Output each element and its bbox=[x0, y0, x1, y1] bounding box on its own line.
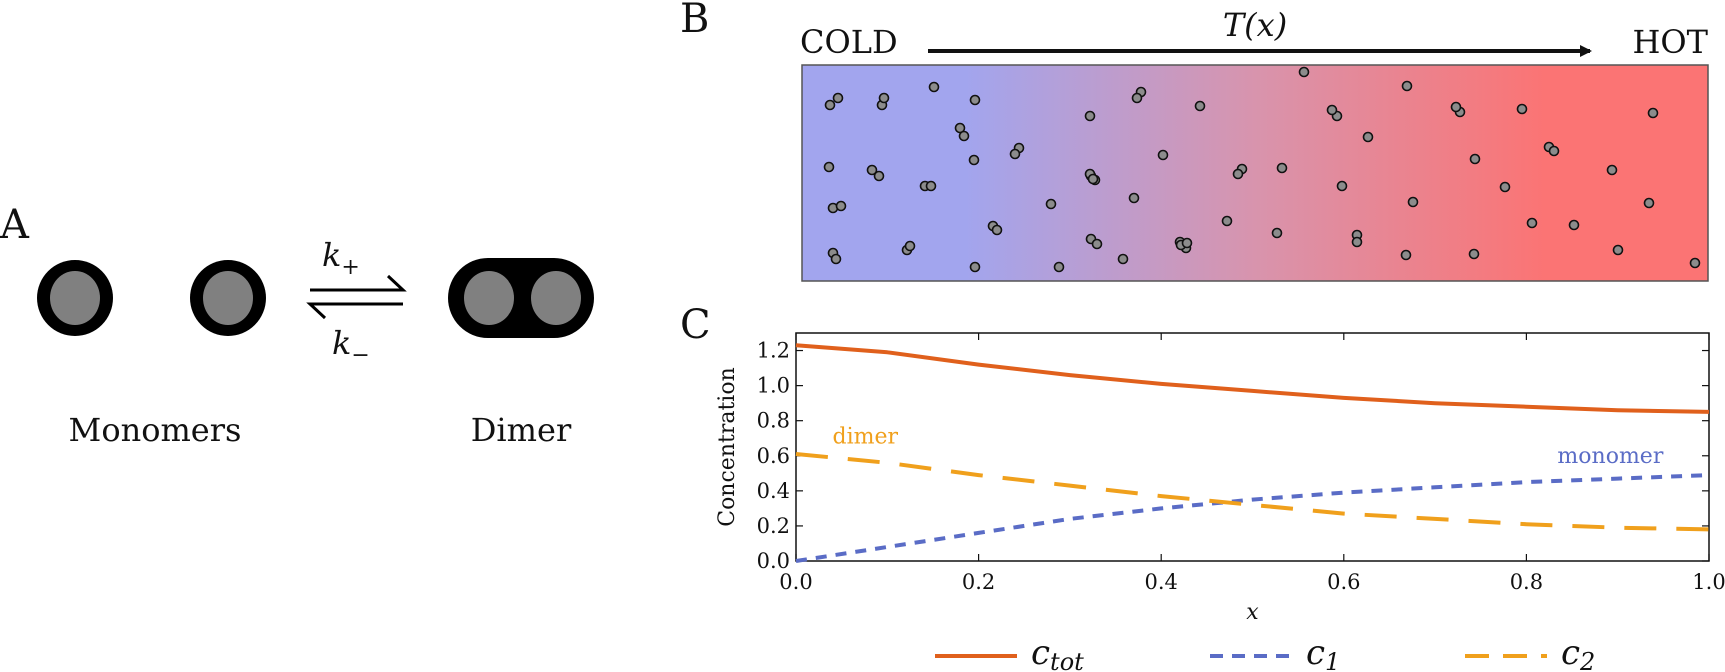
dimer-particle bbox=[919, 180, 937, 192]
k-plus-label: k+ bbox=[322, 236, 360, 280]
dimer-particle bbox=[954, 122, 970, 142]
x-tick-label: 0.8 bbox=[1510, 570, 1543, 594]
panel-c-label: C bbox=[680, 302, 711, 348]
x-tick-label: 0.4 bbox=[1144, 570, 1177, 594]
y-tick-label: 0.8 bbox=[757, 409, 790, 433]
legend-label: ctot bbox=[1031, 633, 1084, 672]
legend-label: c2 bbox=[1561, 633, 1595, 672]
monomer-particle bbox=[1647, 107, 1659, 119]
monomer-1-icon bbox=[37, 260, 113, 336]
dimer-particle bbox=[1450, 101, 1466, 118]
monomer-particle bbox=[1407, 196, 1419, 208]
monomer-particle bbox=[1612, 244, 1624, 256]
x-tick-label: 0.6 bbox=[1327, 570, 1360, 594]
monomer-particle bbox=[823, 161, 835, 173]
monomer-particle bbox=[1298, 66, 1310, 78]
dimer-particle bbox=[1084, 168, 1099, 185]
k-minus-label: k− bbox=[332, 324, 370, 368]
monomer-particle bbox=[1194, 100, 1206, 112]
monomer-particle bbox=[1053, 261, 1065, 273]
legend-item-c-2: c2 bbox=[1465, 633, 1595, 672]
x-tick-label: 0.2 bbox=[962, 570, 995, 594]
y-tick-label: 1.2 bbox=[757, 339, 790, 363]
monomer-particle bbox=[1271, 227, 1283, 239]
annotation-dimer: dimer bbox=[833, 424, 899, 449]
monomer-particle bbox=[1516, 103, 1528, 115]
monomer-particle bbox=[1606, 164, 1618, 176]
monomer-particle bbox=[1128, 192, 1140, 204]
series-line-c-tot bbox=[795, 343, 1710, 414]
dimer-particle bbox=[1543, 141, 1560, 157]
panel-c: C 0.0 0.2 0.4 0.6 0.8 1.0 0.0 0.2 0.4 0.6 0.8 1.0 1.… bbox=[680, 302, 1725, 672]
monomer-particle bbox=[1568, 219, 1580, 231]
dimer-particle bbox=[901, 240, 916, 256]
monomer-particle bbox=[1362, 131, 1374, 143]
monomer-particle bbox=[1401, 80, 1413, 92]
dimer-particle bbox=[824, 92, 844, 111]
dimer-particle bbox=[1175, 237, 1193, 251]
legend-item-c-1: c1 bbox=[1210, 633, 1340, 672]
dimer-icon bbox=[448, 258, 594, 338]
y-tick-label: 0.6 bbox=[757, 444, 790, 468]
particles bbox=[823, 66, 1701, 273]
x-tick-label: 1.0 bbox=[1692, 570, 1725, 594]
monomer-particle bbox=[1045, 198, 1057, 210]
monomer-particle bbox=[1468, 248, 1480, 260]
temperature-label: T(x) bbox=[1223, 6, 1287, 44]
x-tick-label: 0.0 bbox=[779, 570, 812, 594]
monomer-particle bbox=[969, 94, 981, 106]
y-tick-label: 0.0 bbox=[757, 549, 790, 573]
dimer-particle bbox=[876, 92, 890, 111]
monomer-particle bbox=[1336, 180, 1348, 192]
monomer-particle bbox=[1400, 249, 1412, 261]
concentration-chart: 0.0 0.2 0.4 0.6 0.8 1.0 0.0 0.2 0.4 0.6 0.8 1.0 1.2 x… bbox=[715, 332, 1725, 625]
monomer-particle bbox=[1469, 153, 1481, 165]
dimer-particle bbox=[827, 247, 842, 265]
hot-label: HOT bbox=[1633, 23, 1709, 61]
y-tick-label: 1.0 bbox=[757, 374, 790, 398]
plot-frame bbox=[795, 332, 1710, 562]
dimer-particle bbox=[1326, 104, 1343, 122]
monomer-particle bbox=[1117, 253, 1129, 265]
monomer-2-icon bbox=[190, 260, 266, 336]
dimer-label: Dimer bbox=[471, 411, 572, 449]
dimer-particle bbox=[1085, 233, 1103, 250]
y-axis-label: Concentration bbox=[715, 367, 740, 527]
dimer-particle bbox=[1009, 142, 1025, 160]
legend-label: c1 bbox=[1306, 633, 1340, 672]
panel-a: A k+ k− Monomers Dimer bbox=[0, 202, 594, 449]
dimer-particle bbox=[827, 200, 847, 214]
dimer-particle bbox=[866, 164, 885, 182]
monomer-particle bbox=[1643, 197, 1655, 209]
monomer-particle bbox=[969, 261, 981, 273]
series-line-c-1 bbox=[795, 473, 1710, 563]
dimer-particle bbox=[987, 220, 1003, 236]
x-axis-label: x bbox=[1246, 600, 1259, 625]
legend-item-c-tot: ctot bbox=[935, 633, 1084, 672]
dimer-particle bbox=[1131, 86, 1147, 104]
y-tick-label: 0.2 bbox=[757, 514, 790, 538]
chart-legend: ctot c1 c2 bbox=[935, 633, 1595, 672]
monomer-particle bbox=[968, 154, 980, 166]
monomer-particle bbox=[1689, 257, 1701, 269]
monomer-particle bbox=[1499, 181, 1511, 193]
monomer-particle bbox=[1221, 215, 1233, 227]
monomer-particle bbox=[1526, 217, 1538, 229]
dimer-particle bbox=[1232, 163, 1248, 180]
temperature-gradient-box bbox=[801, 64, 1709, 282]
monomers-label: Monomers bbox=[69, 411, 242, 449]
y-tick-label: 0.4 bbox=[757, 479, 790, 503]
panel-b: B COLD HOT T(x) bbox=[680, 0, 1709, 282]
monomer-particle bbox=[1276, 162, 1288, 174]
equilibrium-arrows-icon bbox=[306, 274, 407, 320]
panel-b-label: B bbox=[680, 0, 709, 42]
monomer-particle bbox=[1084, 110, 1096, 122]
dimer-particle bbox=[1351, 229, 1363, 248]
monomer-particle bbox=[928, 81, 940, 93]
panel-a-label: A bbox=[0, 202, 30, 248]
annotation-monomer: monomer bbox=[1557, 444, 1663, 469]
monomer-particle bbox=[1157, 149, 1169, 161]
cold-label: COLD bbox=[800, 23, 898, 61]
